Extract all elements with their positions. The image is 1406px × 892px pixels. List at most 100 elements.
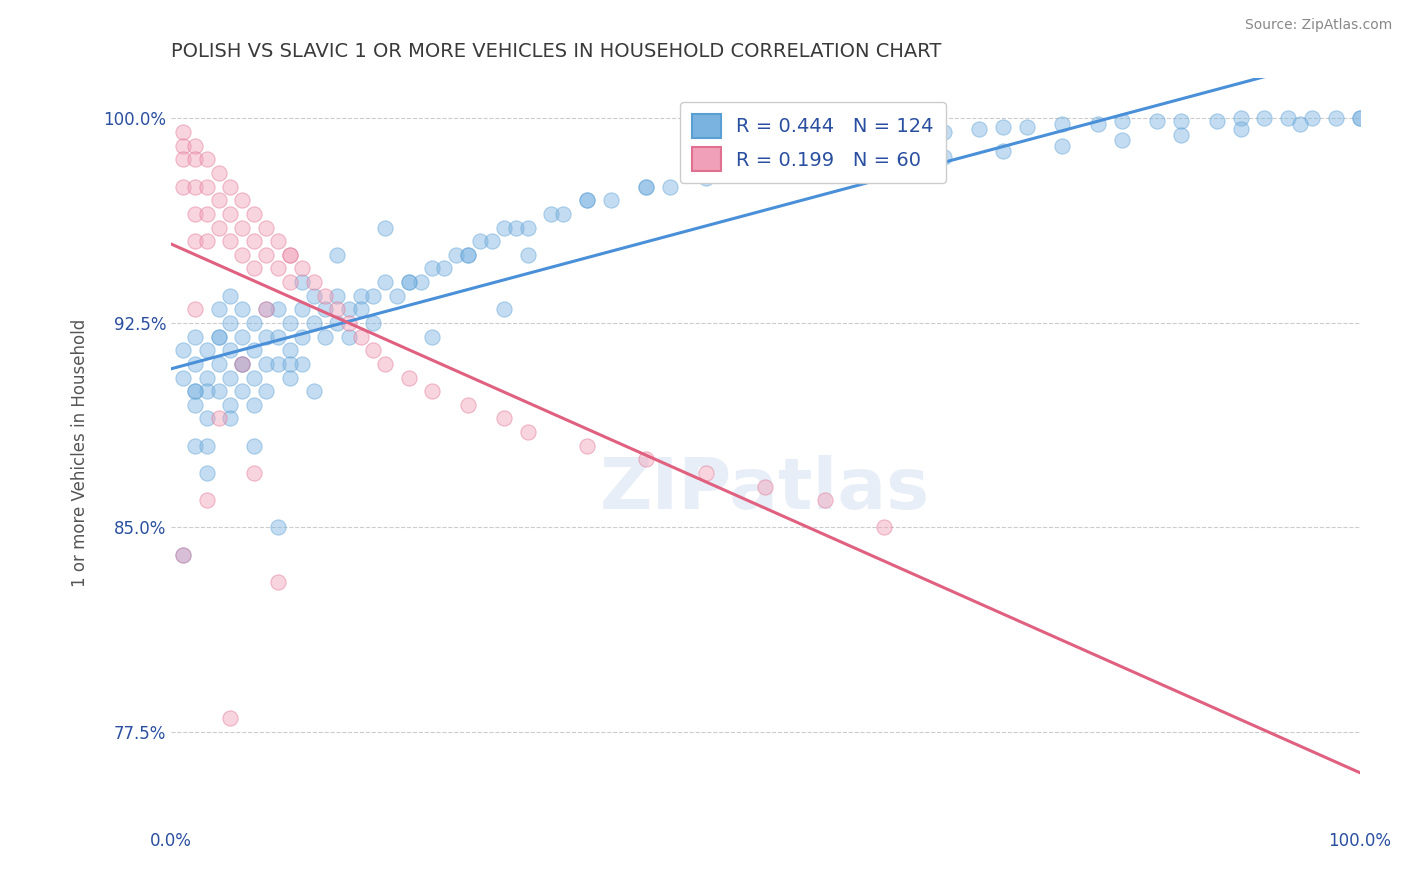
Point	[302, 275, 325, 289]
Point	[337, 316, 360, 330]
Point	[636, 179, 658, 194]
Point	[481, 234, 503, 248]
Point	[873, 130, 896, 145]
Point	[195, 207, 218, 221]
Point	[695, 466, 717, 480]
Point	[184, 357, 207, 371]
Point	[302, 384, 325, 398]
Point	[254, 248, 277, 262]
Point	[243, 398, 266, 412]
Point	[291, 261, 314, 276]
Point	[326, 316, 349, 330]
Point	[374, 357, 396, 371]
Point	[278, 370, 301, 384]
Point	[326, 289, 349, 303]
Point	[695, 171, 717, 186]
Point	[754, 153, 776, 167]
Point	[219, 207, 242, 221]
Point	[267, 357, 290, 371]
Point	[315, 329, 337, 343]
Point	[254, 357, 277, 371]
Point	[350, 329, 373, 343]
Point	[207, 384, 229, 398]
Point	[254, 302, 277, 317]
Point	[267, 574, 290, 589]
Point	[932, 150, 955, 164]
Point	[231, 248, 253, 262]
Point	[814, 138, 837, 153]
Point	[1229, 112, 1251, 126]
Point	[575, 194, 598, 208]
Point	[243, 316, 266, 330]
Point	[505, 220, 527, 235]
Point	[873, 520, 896, 534]
Point	[778, 145, 800, 159]
Point	[195, 493, 218, 508]
Point	[575, 439, 598, 453]
Point	[754, 166, 776, 180]
Point	[219, 370, 242, 384]
Point	[814, 493, 837, 508]
Point	[754, 479, 776, 493]
Point	[207, 220, 229, 235]
Y-axis label: 1 or more Vehicles in Household: 1 or more Vehicles in Household	[72, 318, 89, 587]
Point	[291, 275, 314, 289]
Legend: R = 0.444   N = 124, R = 0.199   N = 60: R = 0.444 N = 124, R = 0.199 N = 60	[681, 103, 946, 183]
Point	[231, 220, 253, 235]
Point	[291, 329, 314, 343]
Point	[814, 161, 837, 175]
Point	[516, 220, 538, 235]
Point	[291, 357, 314, 371]
Point	[172, 125, 194, 139]
Point	[398, 275, 420, 289]
Point	[172, 343, 194, 358]
Point	[1146, 114, 1168, 128]
Point	[184, 153, 207, 167]
Point	[350, 302, 373, 317]
Point	[219, 711, 242, 725]
Point	[184, 302, 207, 317]
Point	[243, 370, 266, 384]
Point	[1289, 117, 1312, 131]
Point	[908, 128, 931, 142]
Point	[195, 343, 218, 358]
Text: Source: ZipAtlas.com: Source: ZipAtlas.com	[1244, 18, 1392, 32]
Point	[243, 207, 266, 221]
Point	[444, 248, 467, 262]
Point	[278, 357, 301, 371]
Point	[1324, 112, 1347, 126]
Point	[267, 302, 290, 317]
Point	[1301, 112, 1323, 126]
Point	[231, 357, 253, 371]
Point	[278, 248, 301, 262]
Point	[932, 125, 955, 139]
Point	[636, 179, 658, 194]
Point	[184, 439, 207, 453]
Point	[326, 248, 349, 262]
Point	[1205, 114, 1227, 128]
Point	[599, 194, 621, 208]
Point	[219, 411, 242, 425]
Point	[172, 153, 194, 167]
Point	[172, 548, 194, 562]
Point	[1111, 133, 1133, 147]
Point	[302, 316, 325, 330]
Point	[1229, 122, 1251, 136]
Point	[1348, 112, 1371, 126]
Point	[207, 357, 229, 371]
Point	[1052, 138, 1074, 153]
Point	[398, 370, 420, 384]
Point	[231, 302, 253, 317]
Point	[409, 275, 432, 289]
Point	[1111, 114, 1133, 128]
Point	[1348, 112, 1371, 126]
Point	[195, 370, 218, 384]
Point	[184, 398, 207, 412]
Point	[730, 161, 752, 175]
Point	[337, 302, 360, 317]
Point	[422, 384, 444, 398]
Point	[1052, 117, 1074, 131]
Point	[267, 520, 290, 534]
Point	[516, 248, 538, 262]
Point	[350, 289, 373, 303]
